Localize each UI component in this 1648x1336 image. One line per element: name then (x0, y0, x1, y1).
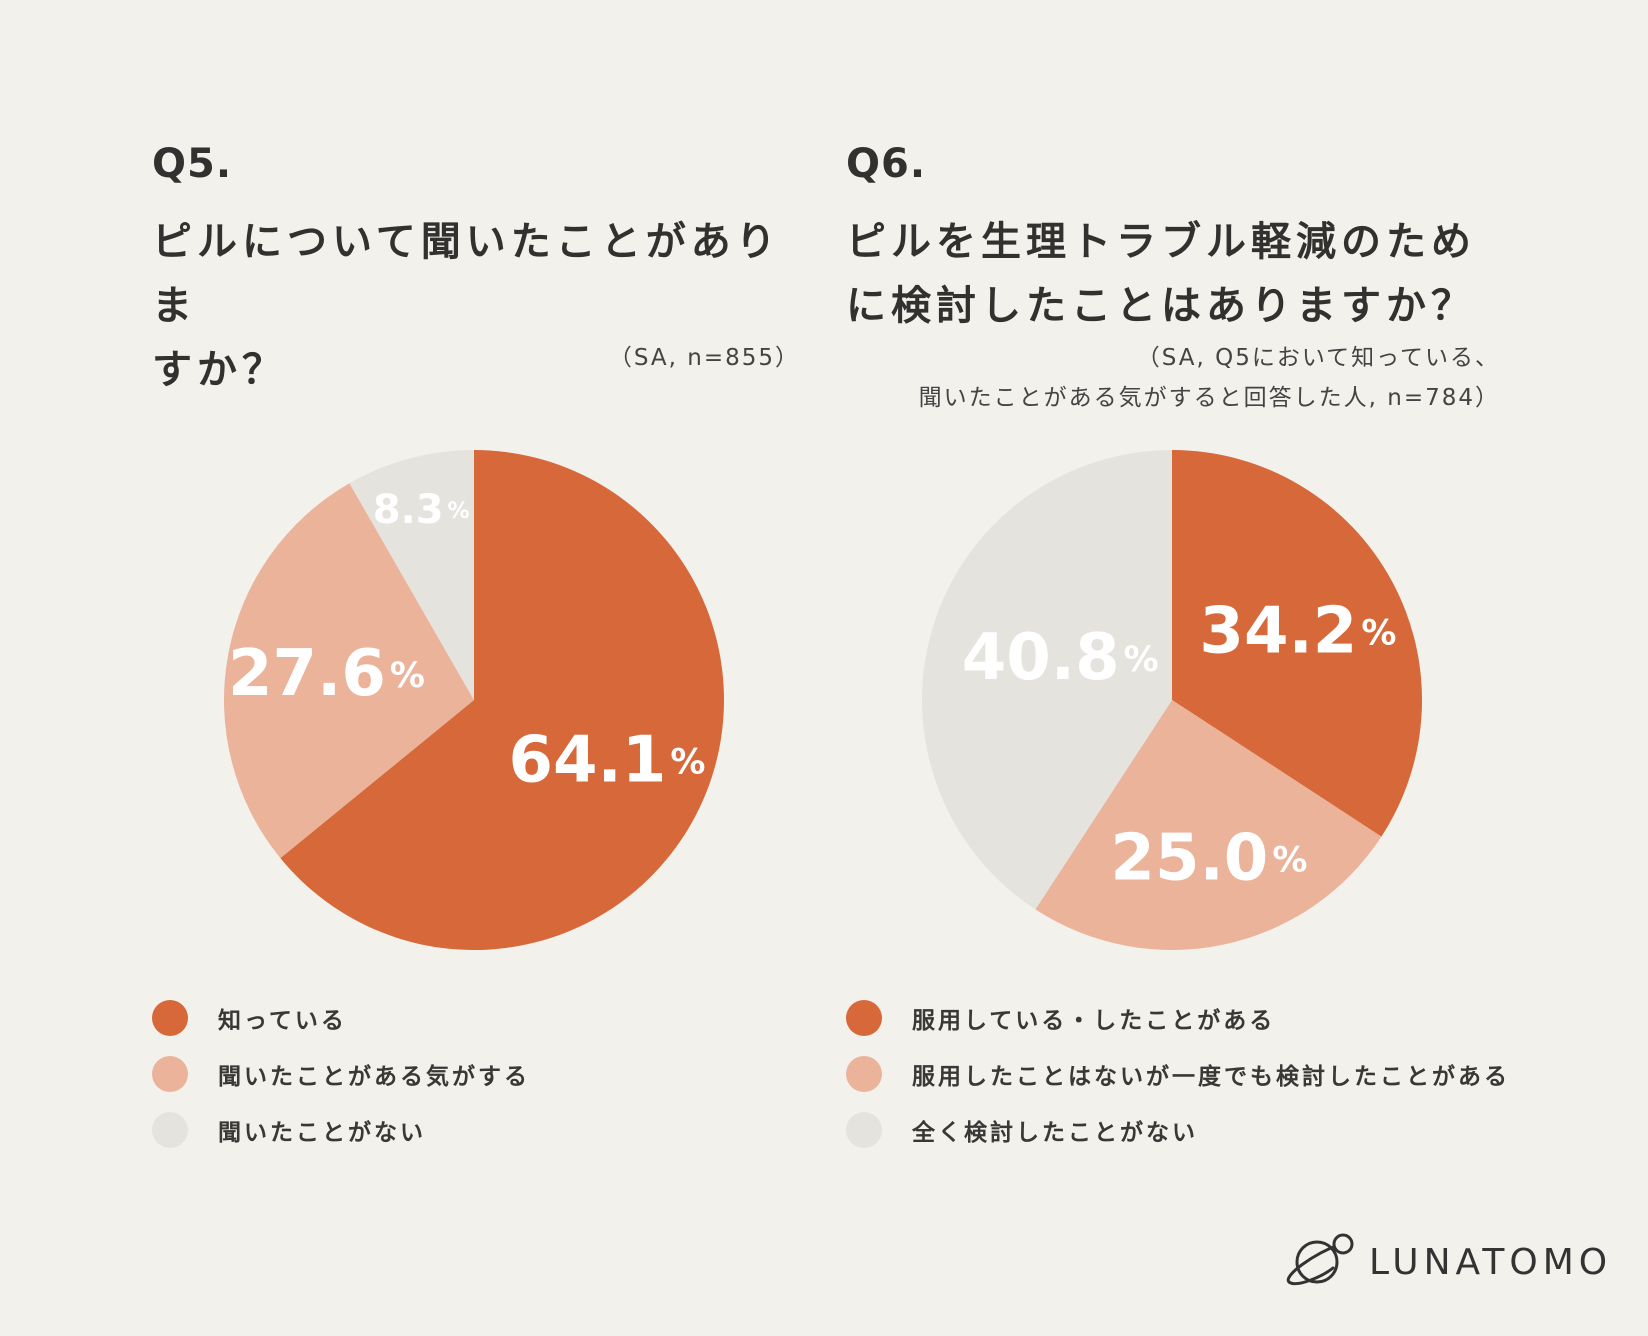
q6-panel: Q6. ピルを生理トラブル軽減のため に検討したことはありますか？ (846, 140, 1506, 338)
pie-slice (1172, 450, 1422, 837)
slice-data-label: 8.3% (373, 487, 470, 533)
pie-slice (223, 483, 474, 859)
pie-slice (921, 450, 1172, 910)
q6-pie-chart: 34.2 % 25.0 % 40.8% (921, 450, 1422, 950)
slice-data-label: 40.8% (962, 620, 1159, 694)
q6-legend-item-never: 全く検討したことがない (846, 1102, 1510, 1158)
q6-legend-item-considered: 服用したことはないが一度でも検討したことがある (846, 1046, 1510, 1102)
q6-note: （SA, Q5において知っている、 聞いたことがある気がすると回答した人, n=… (918, 345, 1500, 411)
pie-slice (1035, 700, 1382, 950)
q5-legend-item-heard: 聞いたことがある気がする (152, 1046, 530, 1102)
q5-panel: Q5. ピルについて聞いたことがありますか？ (152, 140, 812, 402)
q6-legend-item-taking: 服用している・したことがある (846, 990, 1510, 1046)
slice-data-label: 25.0% (1110, 821, 1307, 895)
q6-title: ピルを生理トラブル軽減のため に検討したことはありますか？ (846, 210, 1506, 338)
pie-slice (349, 450, 474, 700)
q5-title: ピルについて聞いたことがありますか？ (152, 210, 812, 402)
legend-swatch (152, 1000, 188, 1036)
brand: LUNATOMO (1283, 1232, 1612, 1292)
legend-label: 服用している・したことがある (912, 1008, 1276, 1034)
legend-label: 聞いたことがある気がする (218, 1064, 530, 1090)
legend-label: 知っている (218, 1008, 347, 1034)
legend-swatch (152, 1112, 188, 1148)
planet-logo-icon (1286, 1233, 1354, 1285)
q6-number: Q6. (846, 141, 927, 187)
legend-label: 聞いたことがない (218, 1120, 426, 1146)
slice-data-label: 64.1% (508, 723, 705, 797)
pie-slice (280, 450, 724, 950)
q5-number: Q5. (152, 141, 233, 187)
q6-title-line-2: に検討したことはありますか？ (846, 283, 1476, 329)
legend-label: 全く検討したことがない (912, 1120, 1198, 1146)
legend-swatch (846, 1056, 882, 1092)
q5-legend-item-known: 知っている (152, 990, 530, 1046)
slice-data-label: 27.6% (228, 636, 425, 710)
brand-name: LUNATOMO (1369, 1241, 1613, 1283)
legend-label: 服用したことはないが一度でも検討したことがある (912, 1064, 1510, 1090)
q5-title-line-1: ピルについて聞いたことがありま (152, 219, 781, 329)
q6-title-line-1: ピルを生理トラブル軽減のため (846, 219, 1476, 265)
q5-title-line-2: すか？ (152, 347, 287, 393)
slice-data-label: 34.2% (1199, 594, 1396, 668)
q5-legend-item-never: 聞いたことがない (152, 1102, 530, 1158)
q5-legend: 知っている 聞いたことがある気がする 聞いたことがない (152, 990, 530, 1158)
q5-pie-chart: 64.1 % 27.6 % 8.3% (223, 450, 724, 950)
q6-legend: 服用している・したことがある 服用したことはないが一度でも検討したことがある 全… (846, 990, 1510, 1158)
legend-swatch (846, 1112, 882, 1148)
legend-swatch (846, 1000, 882, 1036)
legend-swatch (152, 1056, 188, 1092)
q5-note: （SA, n=855） (608, 345, 800, 371)
